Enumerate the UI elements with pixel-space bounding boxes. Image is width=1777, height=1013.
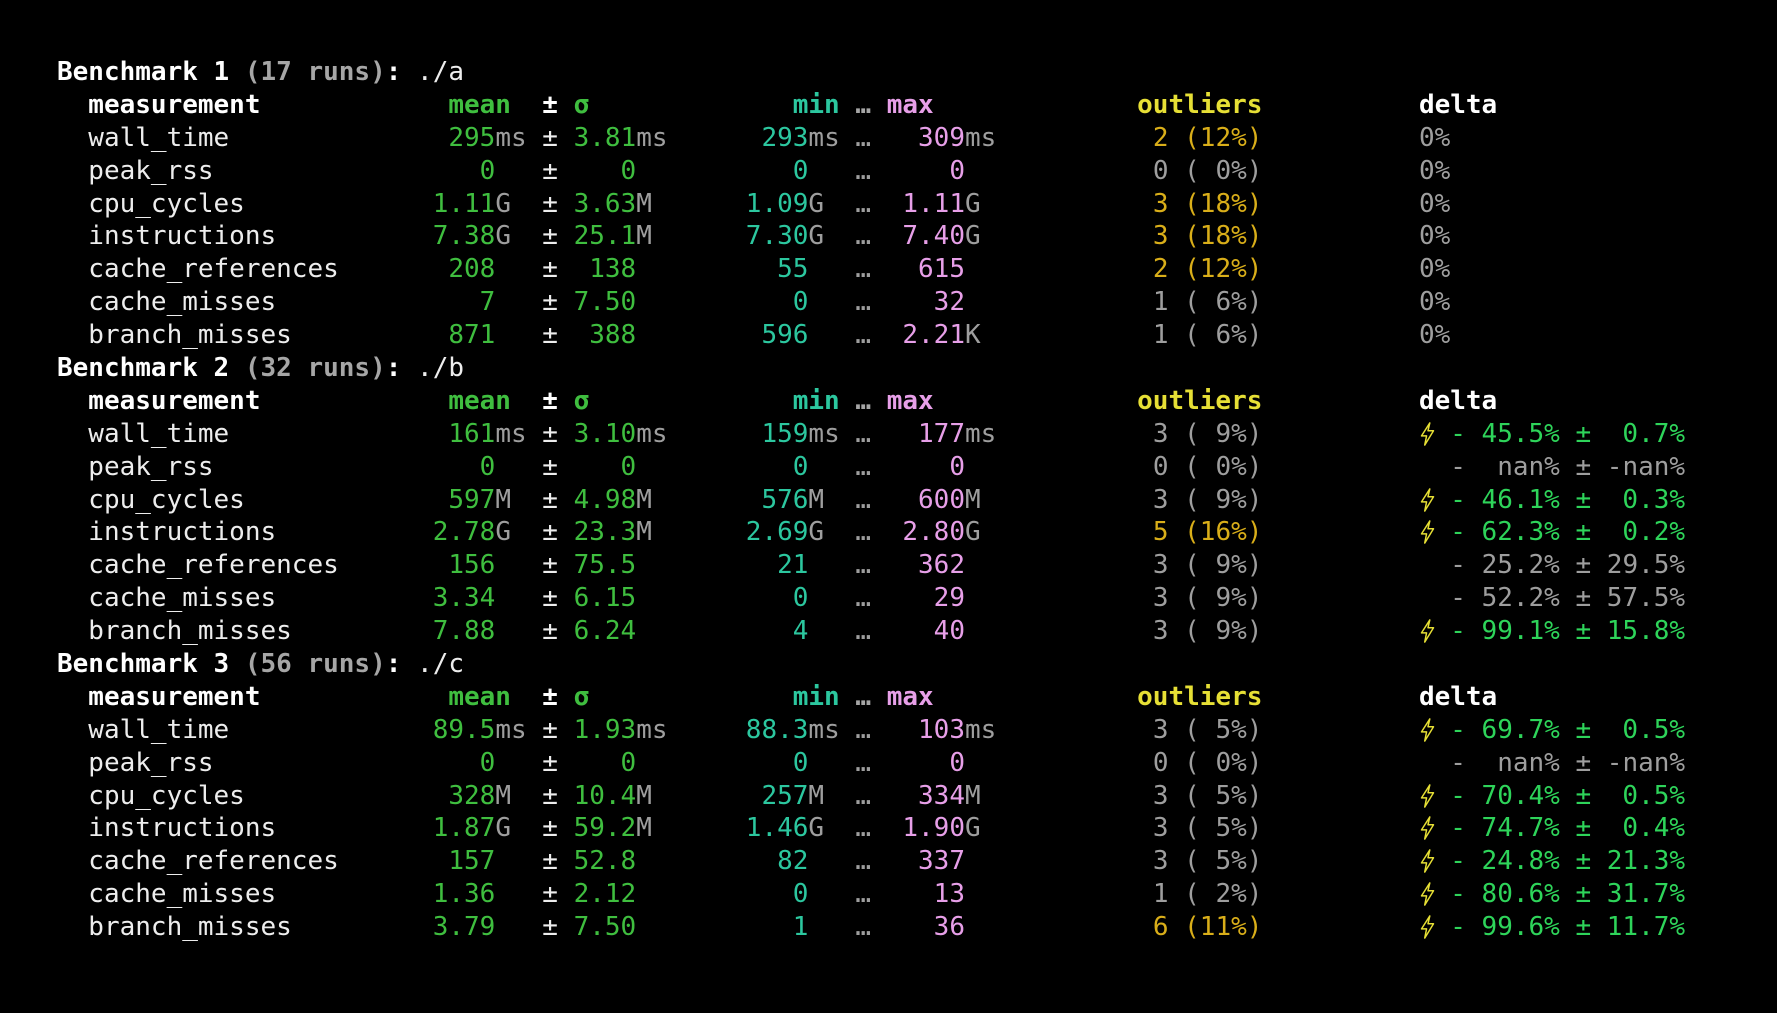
measurement-row-wall_time: wall_time 89.5ms ± 1.93ms 88.3ms … 103ms…	[57, 714, 1686, 747]
lightning-bolt-icon	[1419, 615, 1450, 648]
measurement-row-instructions: instructions 1.87G ± 59.2M 1.46G … 1.90G…	[57, 812, 1686, 845]
lightning-bolt-icon	[1419, 911, 1450, 944]
measurement-row-cache_references: cache_references 157 ± 52.8 82 … 337 3 (…	[57, 845, 1686, 878]
measurement-row-instructions: instructions 7.38G ± 25.1M 7.30G … 7.40G…	[57, 221, 1451, 252]
measurement-row-cache_misses: cache_misses 1.36 ± 2.12 0 … 13 1 ( 2%) …	[57, 878, 1686, 911]
measurement-row-wall_time: wall_time 295ms ± 3.81ms 293ms … 309ms 2…	[57, 122, 1451, 153]
lightning-bolt-icon	[1419, 484, 1450, 517]
measurement-row-branch_misses: branch_misses 7.88 ± 6.24 4 … 40 3 ( 9%)…	[57, 615, 1686, 648]
lightning-bolt-icon	[1419, 418, 1450, 451]
table-header-row: measurement mean ± σ min … max outliers …	[57, 385, 1498, 416]
lightning-bolt-icon	[1419, 516, 1450, 549]
measurement-row-cache_references: cache_references 156 ± 75.5 21 … 362 3 (…	[57, 550, 1686, 581]
measurement-row-cache_misses: cache_misses 7 ± 7.50 0 … 32 1 ( 6%) 0%	[57, 287, 1451, 318]
table-header-row: measurement mean ± σ min … max outliers …	[57, 681, 1498, 712]
measurement-row-peak_rss: peak_rss 0 ± 0 0 … 0 0 ( 0%) - nan% ± -n…	[57, 747, 1686, 778]
terminal-output: Benchmark 1 (17 runs): ./a measurement m…	[57, 56, 1685, 944]
measurement-row-peak_rss: peak_rss 0 ± 0 0 … 0 0 ( 0%) - nan% ± -n…	[57, 451, 1686, 482]
lightning-bolt-icon	[1419, 812, 1450, 845]
lightning-bolt-icon	[1419, 878, 1450, 911]
measurement-row-cpu_cycles: cpu_cycles 597M ± 4.98M 576M … 600M 3 ( …	[57, 484, 1686, 517]
measurement-row-cache_references: cache_references 208 ± 138 55 … 615 2 (1…	[57, 254, 1451, 285]
table-header-row: measurement mean ± σ min … max outliers …	[57, 89, 1498, 120]
measurement-row-cpu_cycles: cpu_cycles 1.11G ± 3.63M 1.09G … 1.11G 3…	[57, 188, 1451, 219]
lightning-bolt-icon	[1419, 780, 1450, 813]
lightning-bolt-icon	[1419, 845, 1450, 878]
lightning-bolt-icon	[1419, 714, 1450, 747]
measurement-row-branch_misses: branch_misses 3.79 ± 7.50 1 … 36 6 (11%)…	[57, 911, 1686, 944]
measurement-row-cache_misses: cache_misses 3.34 ± 6.15 0 … 29 3 ( 9%) …	[57, 583, 1686, 614]
benchmark-title-2: Benchmark 2 (32 runs): ./b	[57, 353, 465, 384]
measurement-row-cpu_cycles: cpu_cycles 328M ± 10.4M 257M … 334M 3 ( …	[57, 780, 1686, 813]
measurement-row-instructions: instructions 2.78G ± 23.3M 2.69G … 2.80G…	[57, 516, 1686, 549]
benchmark-title-1: Benchmark 1 (17 runs): ./a	[57, 57, 465, 87]
measurement-row-branch_misses: branch_misses 871 ± 388 596 … 2.21K 1 ( …	[57, 320, 1451, 351]
benchmark-title-3: Benchmark 3 (56 runs): ./c	[57, 649, 465, 680]
measurement-row-wall_time: wall_time 161ms ± 3.10ms 159ms … 177ms 3…	[57, 418, 1686, 451]
measurement-row-peak_rss: peak_rss 0 ± 0 0 … 0 0 ( 0%) 0%	[57, 155, 1451, 186]
